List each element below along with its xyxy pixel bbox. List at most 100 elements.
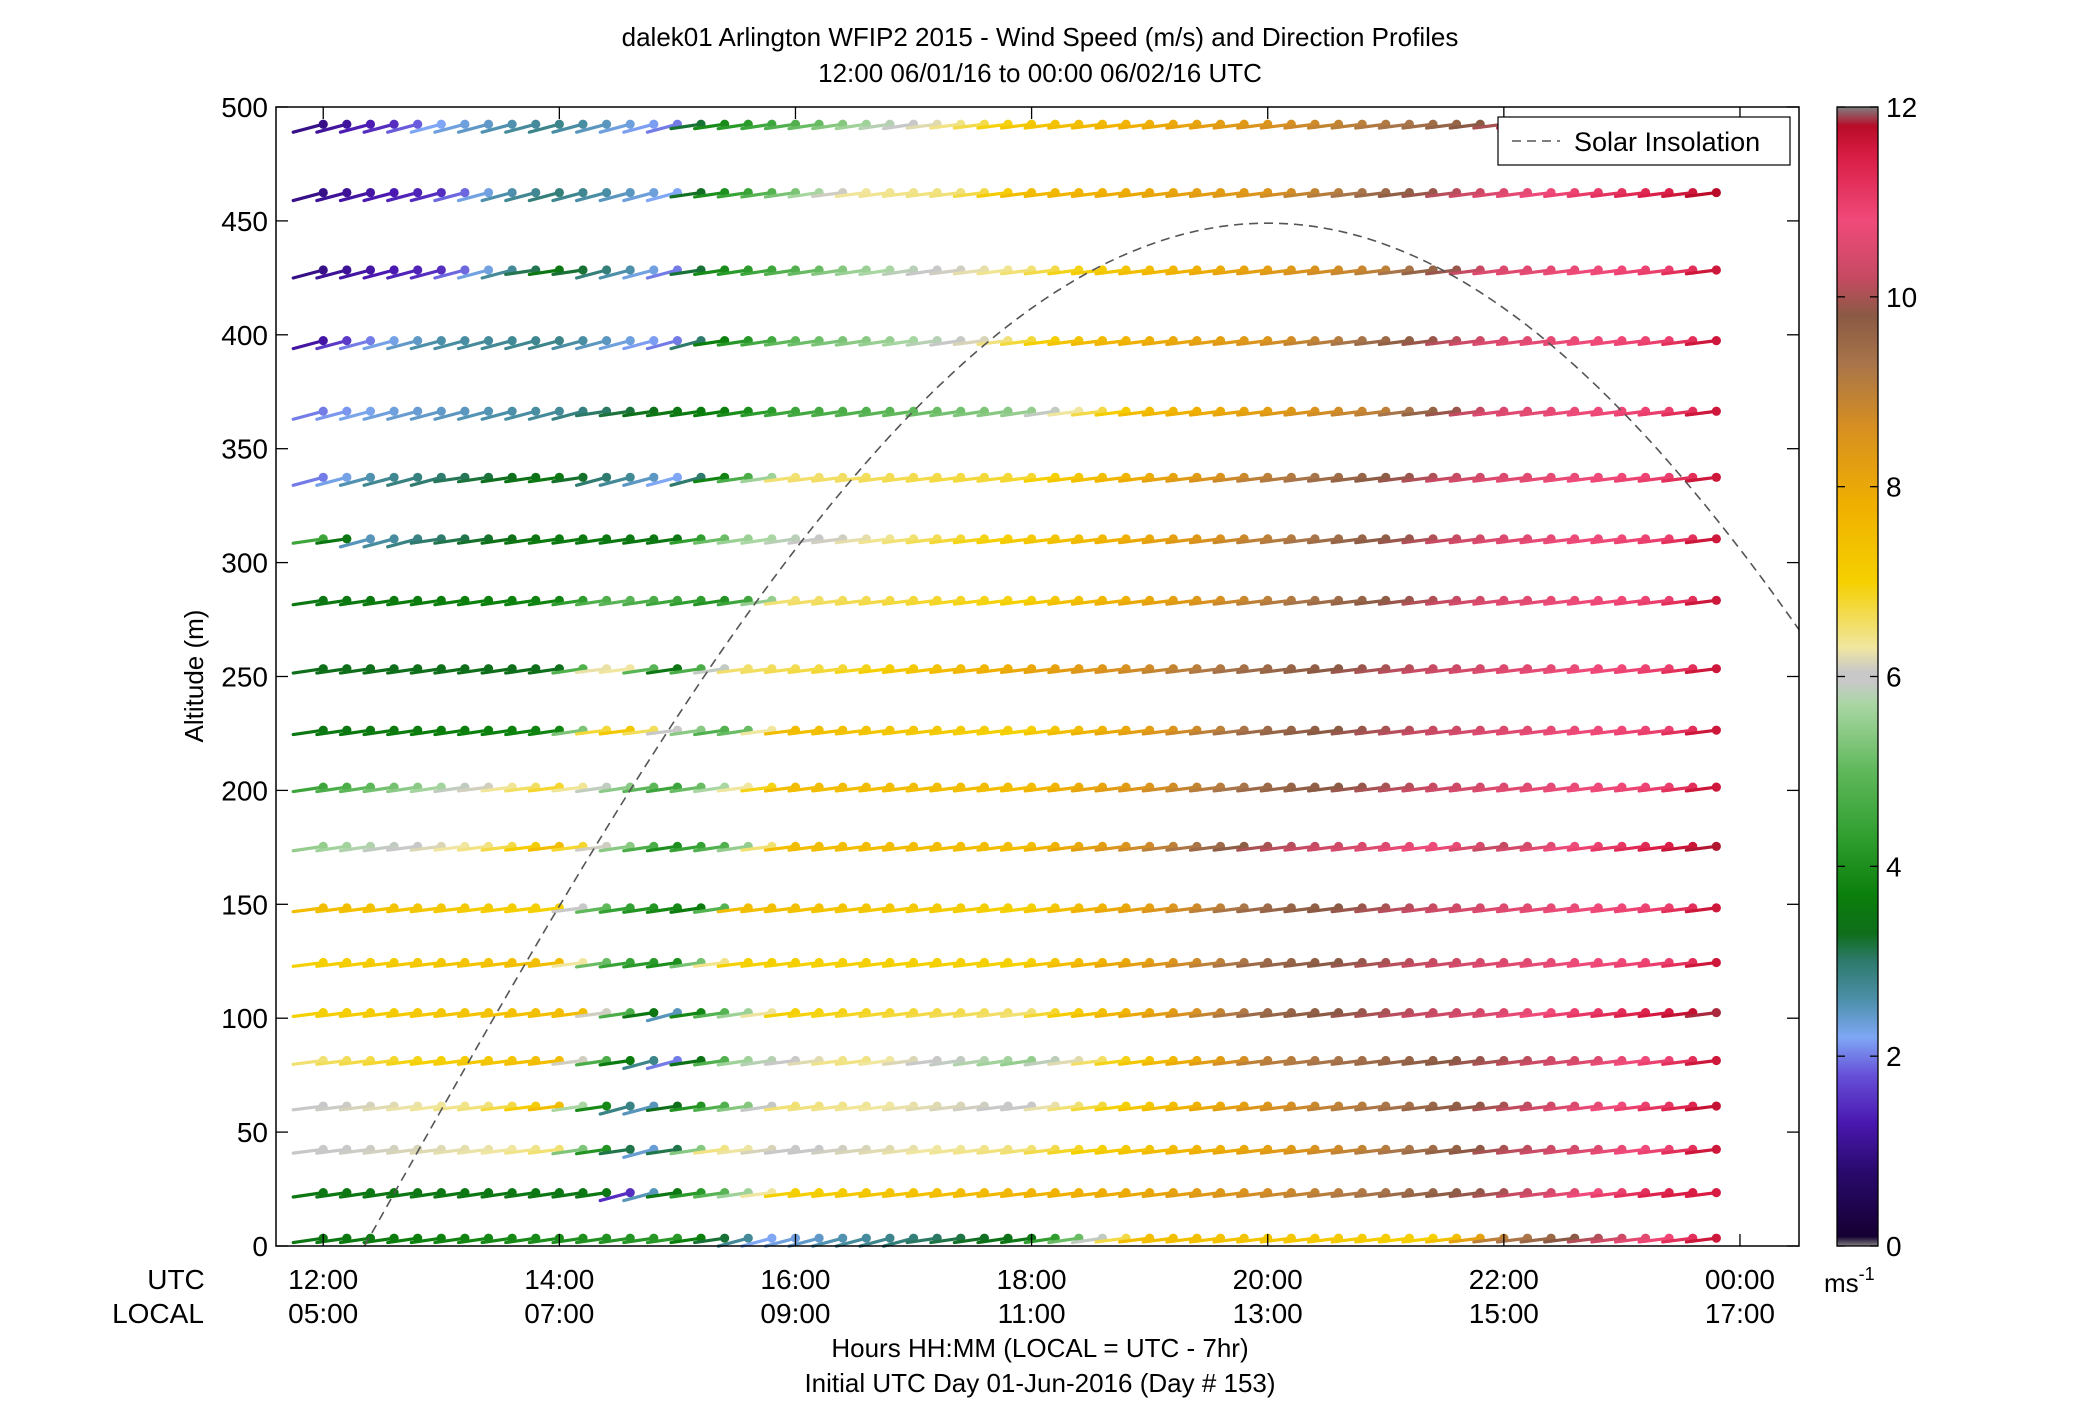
- wind-barb-shaft: [716, 785, 750, 793]
- wind-barb-shaft: [669, 537, 703, 545]
- wind-barb-dot: [342, 472, 352, 482]
- wind-barb-shaft: [1566, 667, 1600, 675]
- wind-barb-shaft: [574, 1191, 609, 1199]
- wind-barb-shaft: [315, 906, 349, 914]
- wind-barb: [291, 406, 328, 421]
- wind-barb-shaft: [952, 960, 986, 968]
- wind-barb-shaft: [1425, 122, 1459, 130]
- wind-barb: [433, 265, 470, 280]
- wind-barb-shaft: [1118, 122, 1152, 130]
- wind-barb-shaft: [1661, 1058, 1695, 1066]
- wind-barb-dot: [578, 187, 588, 198]
- wind-barb-shaft: [504, 339, 538, 351]
- wind-barb-shaft: [1118, 844, 1152, 852]
- wind-barb-shaft: [1236, 785, 1270, 793]
- wind-barb-shaft: [338, 339, 373, 351]
- wind-barb-shaft: [409, 537, 443, 545]
- wind-barb-shaft: [811, 1236, 845, 1248]
- wind-barb: [456, 187, 494, 203]
- x-tick-label-local: 09:00: [760, 1298, 830, 1329]
- wind-barb-shaft: [1165, 339, 1199, 347]
- x-tick-label-utc: 16:00: [760, 1264, 830, 1295]
- wind-barb-shaft: [1495, 537, 1530, 545]
- wind-barb-shaft: [905, 1058, 939, 1066]
- wind-barb-shaft: [1448, 339, 1482, 347]
- wind-barb-shaft: [574, 785, 609, 794]
- wind-barb-shaft: [1212, 339, 1246, 347]
- wind-barb: [409, 336, 446, 351]
- wind-barb-shaft: [598, 475, 632, 487]
- wind-barb-shaft: [1519, 1236, 1553, 1244]
- wind-barb-shaft: [905, 1011, 939, 1019]
- wind-barb-shaft: [999, 728, 1034, 736]
- wind-barb-shaft: [1070, 537, 1105, 545]
- wind-barb-shaft: [1543, 1011, 1577, 1019]
- wind-barb-shaft: [716, 1236, 750, 1248]
- wind-barb: [1684, 1055, 1721, 1066]
- wind-barb: [574, 119, 612, 134]
- wind-barb-shaft: [504, 906, 538, 914]
- colorbar-tick-label: 2: [1886, 1041, 1902, 1072]
- wind-barb-shaft: [338, 785, 373, 794]
- wind-barb-shaft: [386, 268, 420, 280]
- wind-barb-shaft: [763, 667, 798, 675]
- wind-barb-shaft: [1330, 785, 1364, 793]
- wind-barb-shaft: [433, 339, 467, 351]
- wind-barb-shaft: [622, 667, 656, 675]
- wind-barb-shaft: [598, 1191, 632, 1203]
- wind-barb: [598, 1055, 635, 1067]
- wind-barb-shaft: [622, 785, 656, 794]
- wind-barb-dot: [483, 406, 494, 416]
- wind-barb-shaft: [291, 598, 325, 607]
- wind-barb: [291, 336, 328, 351]
- wind-barb-shaft: [1661, 1104, 1695, 1112]
- wind-barb-shaft: [1047, 906, 1081, 914]
- wind-barb-shaft: [1354, 667, 1388, 675]
- wind-barb-dot: [318, 472, 328, 482]
- wind-barb-dot: [1711, 595, 1721, 605]
- wind-barb-dot: [625, 1101, 635, 1111]
- wind-barb-shaft: [480, 339, 514, 351]
- y-tick-label: 200: [221, 775, 268, 806]
- wind-barb: [1684, 336, 1721, 347]
- wind-barb-shaft: [716, 122, 750, 131]
- wind-barb-shaft: [858, 409, 892, 418]
- wind-barb-shaft: [1141, 785, 1175, 793]
- wind-barb-shaft: [1377, 960, 1411, 968]
- wind-barb-shaft: [929, 1191, 963, 1199]
- wind-barb-shaft: [693, 1058, 727, 1067]
- wind-barb-dot: [460, 119, 470, 129]
- wind-barb-shaft: [1637, 906, 1671, 914]
- wind-barb-shaft: [291, 475, 325, 487]
- x-tick-label-utc: 22:00: [1469, 1264, 1539, 1295]
- wind-barb-shaft: [976, 728, 1010, 736]
- wind-barb-shaft: [1023, 190, 1057, 198]
- wind-barb-shaft: [669, 598, 703, 607]
- wind-barb-shaft: [1212, 844, 1246, 852]
- wind-barb-shaft: [952, 1104, 986, 1112]
- wind-barb: [338, 187, 376, 203]
- wind-barb-shaft: [1236, 122, 1270, 130]
- wind-barb-shaft: [1661, 537, 1695, 545]
- wind-barb: [315, 187, 352, 203]
- wind-barb-shaft: [1165, 1236, 1199, 1244]
- wind-barb-shaft: [291, 122, 325, 134]
- wind-barb-shaft: [551, 598, 585, 607]
- wind-barb-dot: [1711, 903, 1721, 913]
- wind-barb-shaft: [291, 537, 325, 545]
- wind-barb-shaft: [433, 960, 467, 968]
- wind-barb-shaft: [1590, 785, 1624, 793]
- wind-barb-shaft: [1661, 268, 1695, 276]
- wind-barb-shaft: [716, 537, 750, 545]
- wind-barb: [480, 187, 517, 203]
- wind-barb-shaft: [1070, 844, 1105, 852]
- wind-barb-shaft: [291, 667, 325, 675]
- wind-barb-shaft: [811, 190, 845, 198]
- wind-barb-shaft: [338, 844, 373, 853]
- wind-barb-dot: [601, 119, 612, 129]
- wind-barb-shaft: [858, 1058, 892, 1066]
- wind-barb-shaft: [999, 844, 1034, 852]
- wind-barb: [338, 336, 376, 351]
- wind-barb-shaft: [291, 844, 325, 853]
- wind-barb-shaft: [1141, 960, 1175, 968]
